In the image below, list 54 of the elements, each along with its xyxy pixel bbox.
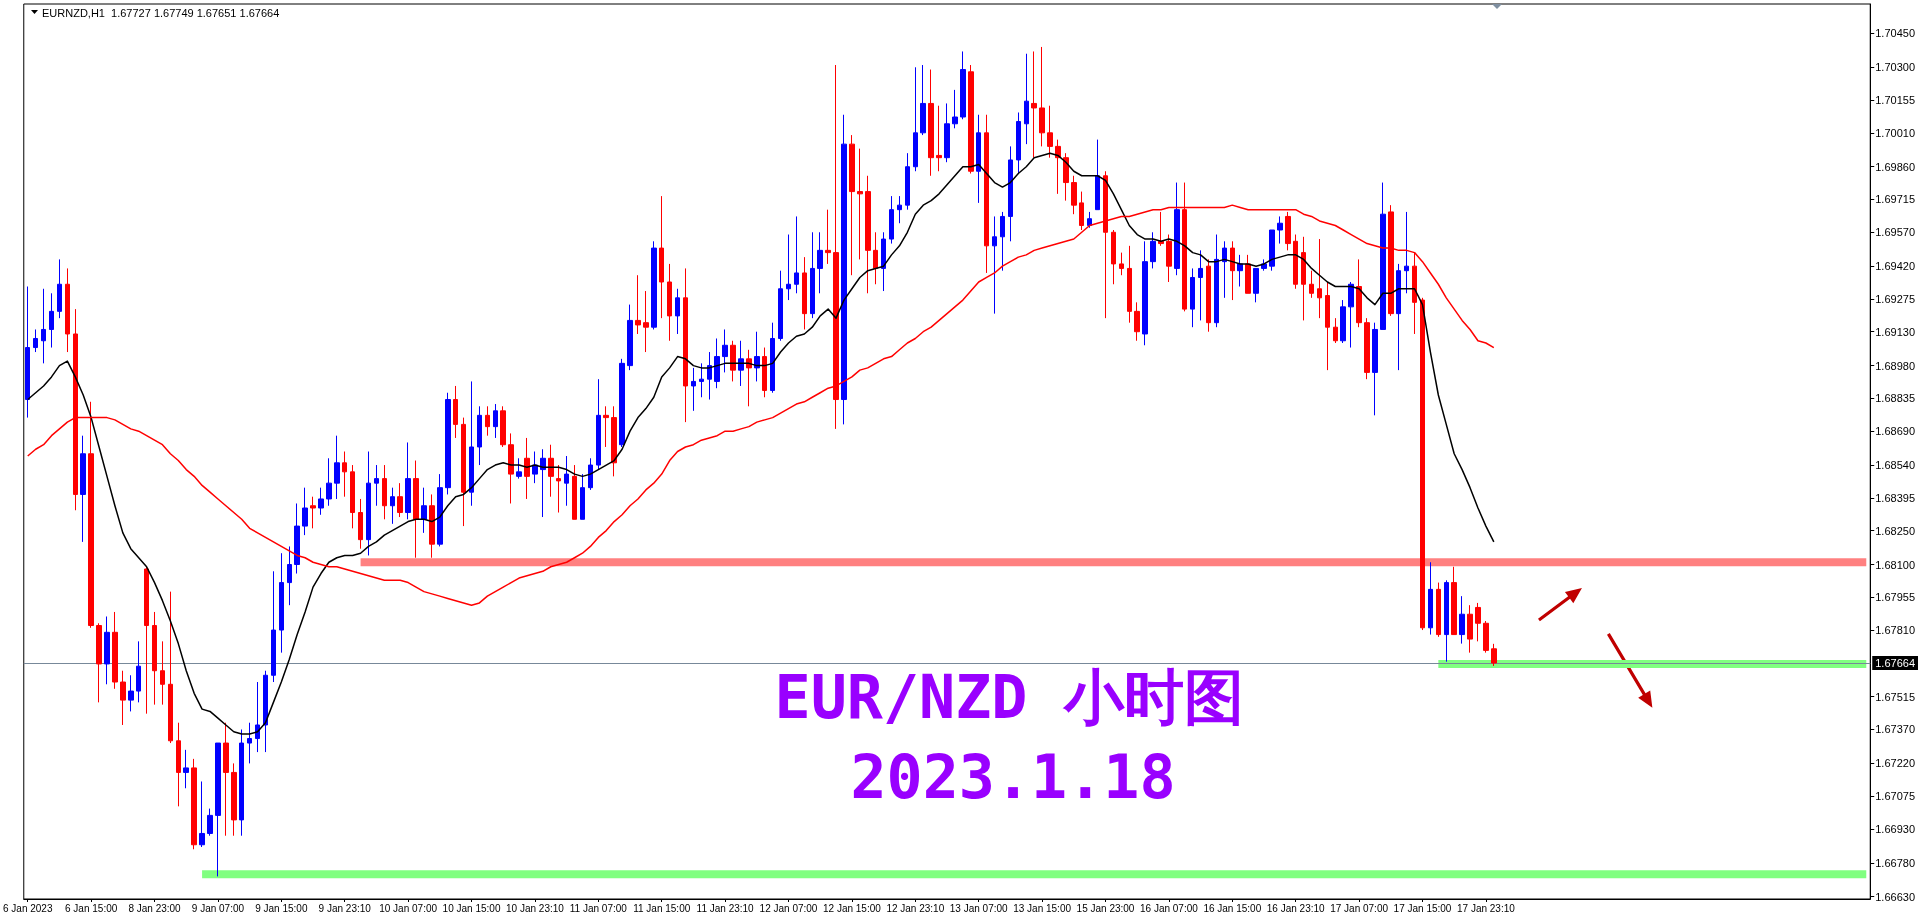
- x-tick-label: 10 Jan 07:00: [379, 902, 438, 914]
- chart-title: EURNZD,H1 1.67727 1.67749 1.67651 1.67664: [42, 6, 280, 19]
- y-tick-label: 1.70010: [1875, 126, 1915, 139]
- y-tick-label: 1.67220: [1875, 757, 1915, 770]
- y-tick-label: 1.70155: [1875, 94, 1915, 107]
- x-tick-label: 13 Jan 15:00: [1013, 902, 1072, 914]
- x-tick-label: 16 Jan 23:10: [1266, 902, 1326, 914]
- x-tick-label: 17 Jan 23:10: [1456, 902, 1516, 914]
- y-tick-label: 1.70300: [1875, 61, 1915, 74]
- ref-line-label: 1.67664: [1875, 657, 1915, 670]
- x-tick-label: 6 Jan 15:00: [65, 902, 118, 914]
- x-tick-label: 9 Jan 15:00: [255, 902, 308, 914]
- x-tick-label: 12 Jan 07:00: [759, 902, 818, 914]
- x-tick-label: 11 Jan 15:00: [633, 902, 691, 914]
- x-tick-label: 10 Jan 23:10: [506, 902, 565, 914]
- x-tick-label: 11 Jan 23:10: [696, 902, 755, 914]
- y-tick-label: 1.69275: [1875, 292, 1915, 305]
- x-tick-label: 17 Jan 07:00: [1330, 902, 1389, 914]
- y-tick-label: 1.68835: [1875, 392, 1915, 405]
- annotation: 2023.1.18: [850, 742, 1176, 812]
- y-tick-label: 1.67515: [1875, 690, 1915, 703]
- x-tick-label: 9 Jan 07:00: [191, 902, 245, 914]
- x-tick-label: 15 Jan 23:00: [1076, 902, 1135, 914]
- x-tick-label: 10 Jan 15:00: [442, 902, 501, 914]
- y-tick-label: 1.67370: [1875, 723, 1915, 736]
- y-tick-label: 1.69420: [1875, 260, 1915, 273]
- x-tick-label: 11 Jan 07:00: [569, 902, 628, 914]
- y-tick-label: 1.69570: [1875, 226, 1915, 239]
- y-tick-label: 1.66630: [1875, 890, 1915, 903]
- y-tick-label: 1.68100: [1875, 558, 1915, 571]
- annotation: EUR/NZD 小时图: [774, 662, 1244, 732]
- y-tick-label: 1.68395: [1875, 491, 1915, 504]
- y-tick-label: 1.69715: [1875, 193, 1915, 206]
- x-tick-label: 17 Jan 15:00: [1393, 902, 1452, 914]
- x-tick-label: 16 Jan 07:00: [1139, 902, 1199, 914]
- y-tick-label: 1.68250: [1875, 524, 1915, 537]
- y-tick-label: 1.68690: [1875, 425, 1915, 438]
- y-tick-label: 1.67075: [1875, 790, 1915, 803]
- x-tick-label: 12 Jan 23:10: [886, 902, 945, 914]
- y-tick-label: 1.66930: [1875, 822, 1915, 835]
- y-tick-label: 1.69860: [1875, 160, 1915, 173]
- x-tick-label: 12 Jan 15:00: [823, 902, 882, 914]
- x-tick-label: 6 Jan 2023: [2, 902, 53, 914]
- y-tick-label: 1.70450: [1875, 27, 1915, 40]
- x-tick-label: 13 Jan 07:00: [949, 902, 1009, 914]
- y-tick-label: 1.68980: [1875, 359, 1915, 372]
- y-tick-label: 1.69130: [1875, 325, 1915, 338]
- y-tick-label: 1.66780: [1875, 856, 1915, 869]
- x-tick-label: 16 Jan 15:00: [1203, 902, 1262, 914]
- y-tick-label: 1.67955: [1875, 591, 1915, 604]
- x-tick-label: 8 Jan 23:00: [128, 902, 182, 914]
- y-tick-label: 1.68540: [1875, 459, 1915, 472]
- y-tick-label: 1.67810: [1875, 624, 1915, 637]
- x-tick-label: 9 Jan 23:10: [318, 902, 372, 914]
